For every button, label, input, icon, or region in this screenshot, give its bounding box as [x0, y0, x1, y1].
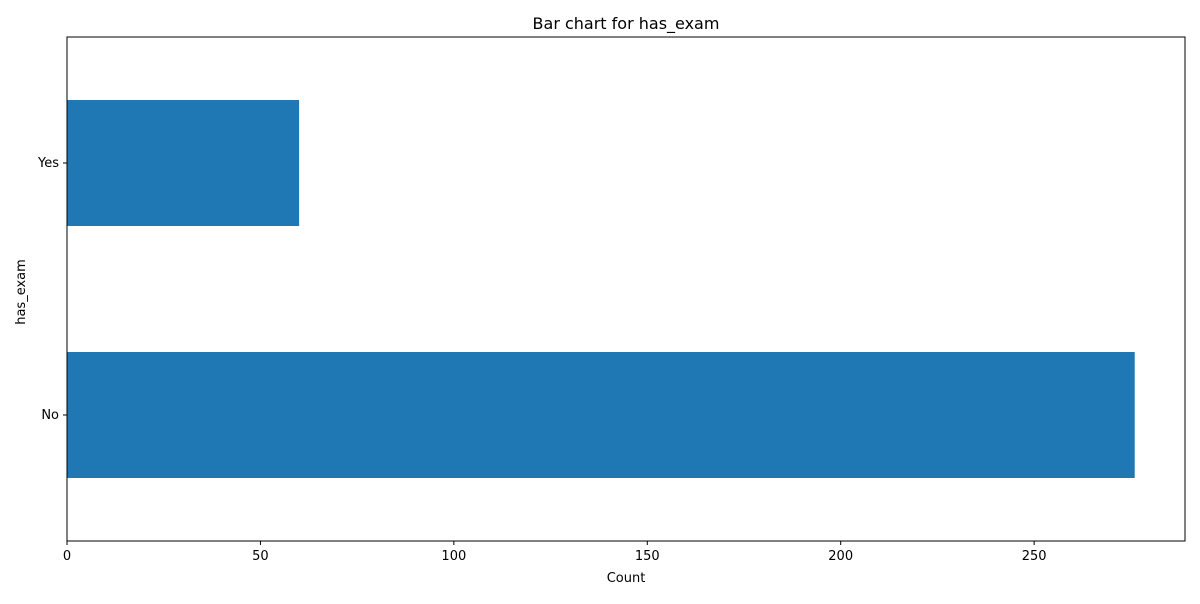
bar-yes: [67, 100, 300, 226]
x-tick-label: 50: [252, 549, 269, 564]
x-tick-label: 200: [828, 549, 853, 564]
plot-frame: [66, 36, 1186, 542]
chart-title: Bar chart for has_exam: [533, 14, 720, 34]
x-axis-label: Count: [607, 571, 646, 586]
x-axis-ticks: 0 50 100 150 200 250: [63, 541, 1047, 564]
bars-group: [67, 100, 1135, 478]
y-axis-ticks: No Yes: [37, 156, 67, 423]
x-tick-label: 100: [441, 549, 466, 564]
x-tick-label: 0: [63, 549, 71, 564]
x-tick-label: 250: [1022, 549, 1047, 564]
x-tick-label: 150: [635, 549, 660, 564]
y-tick-label: Yes: [37, 156, 59, 171]
bar-no: [67, 352, 1135, 478]
y-tick-label: No: [41, 408, 59, 423]
y-axis-label: has_exam: [14, 259, 29, 325]
